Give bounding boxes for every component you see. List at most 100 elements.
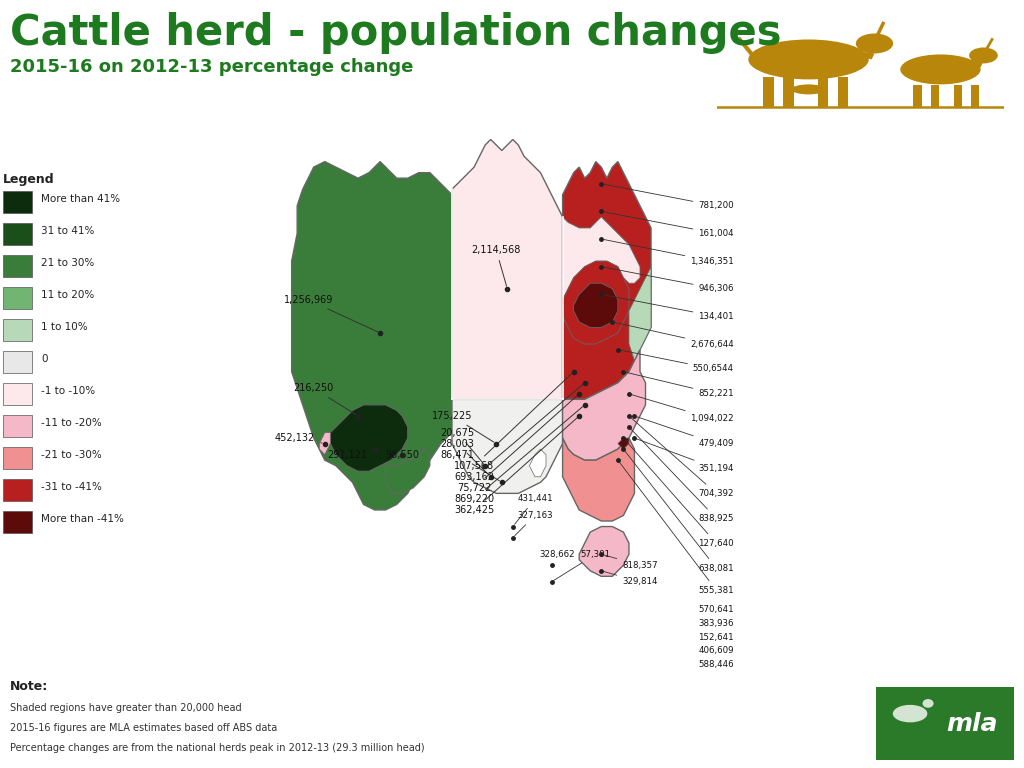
- Polygon shape: [331, 405, 408, 472]
- FancyBboxPatch shape: [3, 223, 32, 245]
- Text: 869,220: 869,220: [454, 407, 583, 504]
- Text: 452,132: 452,132: [275, 433, 323, 443]
- Ellipse shape: [969, 48, 997, 64]
- Text: 638,081: 638,081: [625, 452, 734, 572]
- Polygon shape: [580, 527, 629, 576]
- Polygon shape: [562, 438, 635, 521]
- FancyBboxPatch shape: [3, 319, 32, 341]
- Bar: [818, 78, 828, 108]
- Polygon shape: [292, 161, 458, 510]
- FancyBboxPatch shape: [876, 687, 1014, 760]
- Text: 588,446: 588,446: [698, 660, 734, 669]
- Bar: [971, 85, 979, 108]
- Text: 704,392: 704,392: [631, 418, 734, 498]
- FancyBboxPatch shape: [3, 478, 32, 501]
- Bar: [953, 85, 962, 108]
- Text: 327,163: 327,163: [515, 511, 553, 535]
- Text: 570,641: 570,641: [698, 605, 734, 614]
- Text: More than 41%: More than 41%: [41, 194, 121, 204]
- Polygon shape: [386, 449, 430, 493]
- Text: 852,221: 852,221: [626, 372, 734, 399]
- Text: -11 to -20%: -11 to -20%: [41, 418, 102, 428]
- Text: 1,256,969: 1,256,969: [284, 295, 378, 332]
- Text: 20,675: 20,675: [440, 428, 483, 464]
- Text: 818,357: 818,357: [604, 555, 657, 570]
- Text: 21 to 30%: 21 to 30%: [41, 258, 94, 268]
- Text: Percentage changes are from the national herds peak in 2012-13 (29.3 million hea: Percentage changes are from the national…: [10, 743, 425, 753]
- FancyBboxPatch shape: [3, 415, 32, 437]
- Text: 351,194: 351,194: [637, 439, 734, 473]
- Polygon shape: [529, 449, 546, 477]
- Polygon shape: [629, 266, 651, 361]
- Polygon shape: [857, 51, 874, 59]
- Text: Note:: Note:: [10, 680, 48, 693]
- Text: 2015-16 figures are MLA estimates based off ABS data: 2015-16 figures are MLA estimates based …: [10, 723, 278, 733]
- Text: Cattle herd - population changes: Cattle herd - population changes: [10, 12, 781, 54]
- Text: 11 to 20%: 11 to 20%: [41, 290, 94, 300]
- Text: Legend: Legend: [3, 174, 55, 187]
- Text: 693,162: 693,162: [454, 385, 583, 482]
- FancyBboxPatch shape: [3, 351, 32, 373]
- Text: 127,640: 127,640: [626, 440, 734, 548]
- Text: 2015-16 on 2012-13 percentage change: 2015-16 on 2012-13 percentage change: [10, 58, 414, 75]
- Text: 946,306: 946,306: [604, 267, 734, 293]
- Text: 555,381: 555,381: [620, 462, 734, 594]
- Text: mla: mla: [946, 712, 998, 736]
- FancyBboxPatch shape: [3, 287, 32, 309]
- Text: 57,301: 57,301: [554, 550, 611, 581]
- Text: 216,250: 216,250: [294, 383, 355, 415]
- Text: 1 to 10%: 1 to 10%: [41, 322, 88, 332]
- FancyBboxPatch shape: [3, 191, 32, 214]
- FancyBboxPatch shape: [3, 447, 32, 468]
- Text: 383,936: 383,936: [698, 619, 734, 627]
- Text: 479,409: 479,409: [637, 417, 734, 448]
- Text: 2,676,644: 2,676,644: [615, 323, 734, 349]
- Text: 1,346,351: 1,346,351: [604, 240, 734, 266]
- FancyBboxPatch shape: [3, 255, 32, 277]
- Text: More than -41%: More than -41%: [41, 514, 124, 524]
- Ellipse shape: [893, 705, 928, 723]
- Text: 31 to 41%: 31 to 41%: [41, 226, 94, 237]
- Text: 98,550: 98,550: [385, 449, 419, 460]
- Text: Shaded regions have greater than 20,000 head: Shaded regions have greater than 20,000 …: [10, 703, 242, 713]
- Bar: [838, 78, 848, 108]
- Text: 550,6544: 550,6544: [621, 350, 734, 373]
- Bar: [931, 85, 939, 108]
- Text: 1,094,022: 1,094,022: [632, 395, 734, 423]
- Text: 406,609: 406,609: [698, 647, 734, 655]
- Text: 838,925: 838,925: [631, 429, 734, 523]
- Polygon shape: [617, 438, 629, 449]
- Ellipse shape: [792, 84, 825, 94]
- Polygon shape: [562, 349, 645, 460]
- Polygon shape: [573, 283, 617, 327]
- Polygon shape: [562, 217, 640, 300]
- Text: 107,568: 107,568: [454, 373, 571, 471]
- Bar: [913, 85, 922, 108]
- Text: 328,662: 328,662: [540, 550, 574, 565]
- Bar: [783, 78, 794, 108]
- Text: 86,471: 86,471: [440, 449, 500, 481]
- Polygon shape: [562, 161, 651, 399]
- Polygon shape: [319, 432, 331, 455]
- Text: -21 to -30%: -21 to -30%: [41, 450, 102, 460]
- Ellipse shape: [749, 39, 868, 79]
- Text: 152,641: 152,641: [698, 633, 734, 641]
- Ellipse shape: [900, 55, 981, 84]
- Text: 0: 0: [41, 354, 48, 364]
- Text: 2,114,568: 2,114,568: [471, 245, 521, 286]
- FancyBboxPatch shape: [3, 383, 32, 405]
- Text: 161,004: 161,004: [604, 212, 734, 238]
- Text: 291,121: 291,121: [327, 449, 375, 460]
- Text: 431,441: 431,441: [514, 495, 553, 525]
- Text: 75,722: 75,722: [457, 396, 578, 493]
- Ellipse shape: [923, 699, 934, 708]
- Polygon shape: [452, 399, 562, 493]
- Polygon shape: [969, 59, 983, 68]
- FancyBboxPatch shape: [3, 511, 32, 533]
- Text: 781,200: 781,200: [604, 184, 734, 210]
- Text: -31 to -41%: -31 to -41%: [41, 482, 102, 492]
- Ellipse shape: [856, 34, 893, 54]
- Text: 329,814: 329,814: [604, 571, 657, 586]
- Text: 134,401: 134,401: [604, 295, 734, 321]
- Polygon shape: [452, 140, 562, 399]
